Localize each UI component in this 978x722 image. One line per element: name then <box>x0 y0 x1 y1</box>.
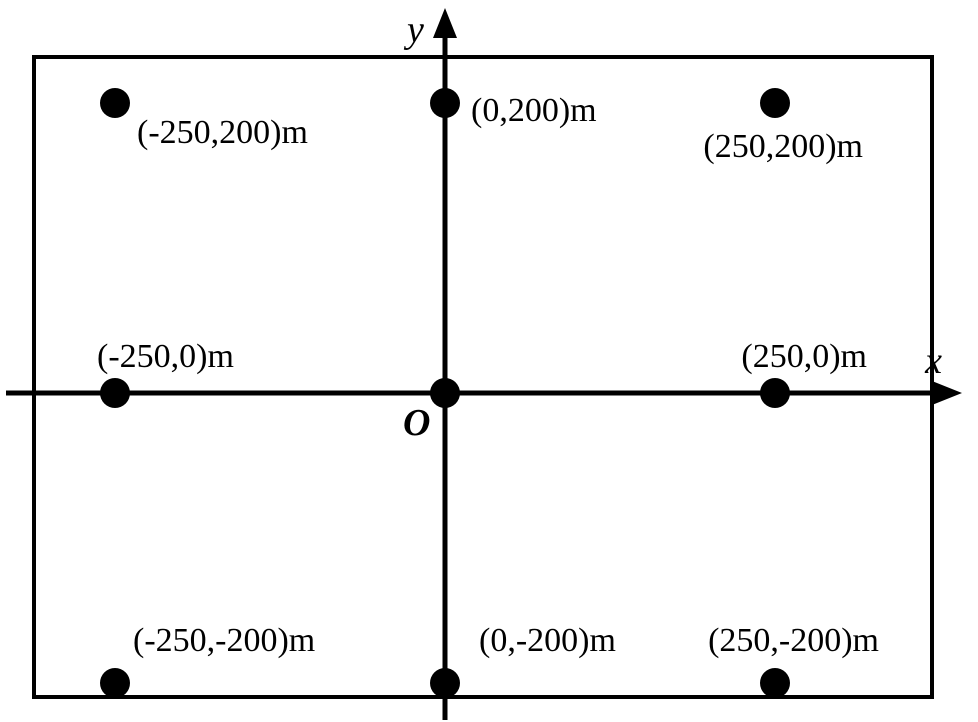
data-point-label: (0,-200)m <box>479 622 616 659</box>
data-point <box>430 88 460 118</box>
data-point <box>760 378 790 408</box>
origin-label: O <box>403 402 430 444</box>
data-point <box>760 668 790 698</box>
data-point <box>760 88 790 118</box>
y-axis-arrow-icon <box>433 8 457 38</box>
data-point <box>100 88 130 118</box>
data-point-label: (250,0)m <box>741 338 867 375</box>
data-point <box>430 668 460 698</box>
data-point-label: (-250,0)m <box>97 338 234 375</box>
y-axis-label: y <box>403 9 424 51</box>
data-point-label: (0,200)m <box>471 92 597 129</box>
coordinate-diagram: x y O (-250,200)m (0,200)m (250,200)m (-250,0)… <box>0 0 978 722</box>
data-point-label: (-250,200)m <box>137 114 308 151</box>
data-point <box>100 378 130 408</box>
origin-point <box>430 378 460 408</box>
x-axis-label: x <box>924 340 942 382</box>
data-point-label: (250,200)m <box>703 128 863 165</box>
data-point-label: (250,-200)m <box>708 622 879 659</box>
data-point-label: (-250,-200)m <box>133 622 315 659</box>
data-point <box>100 668 130 698</box>
x-axis-arrow-icon <box>932 381 962 405</box>
